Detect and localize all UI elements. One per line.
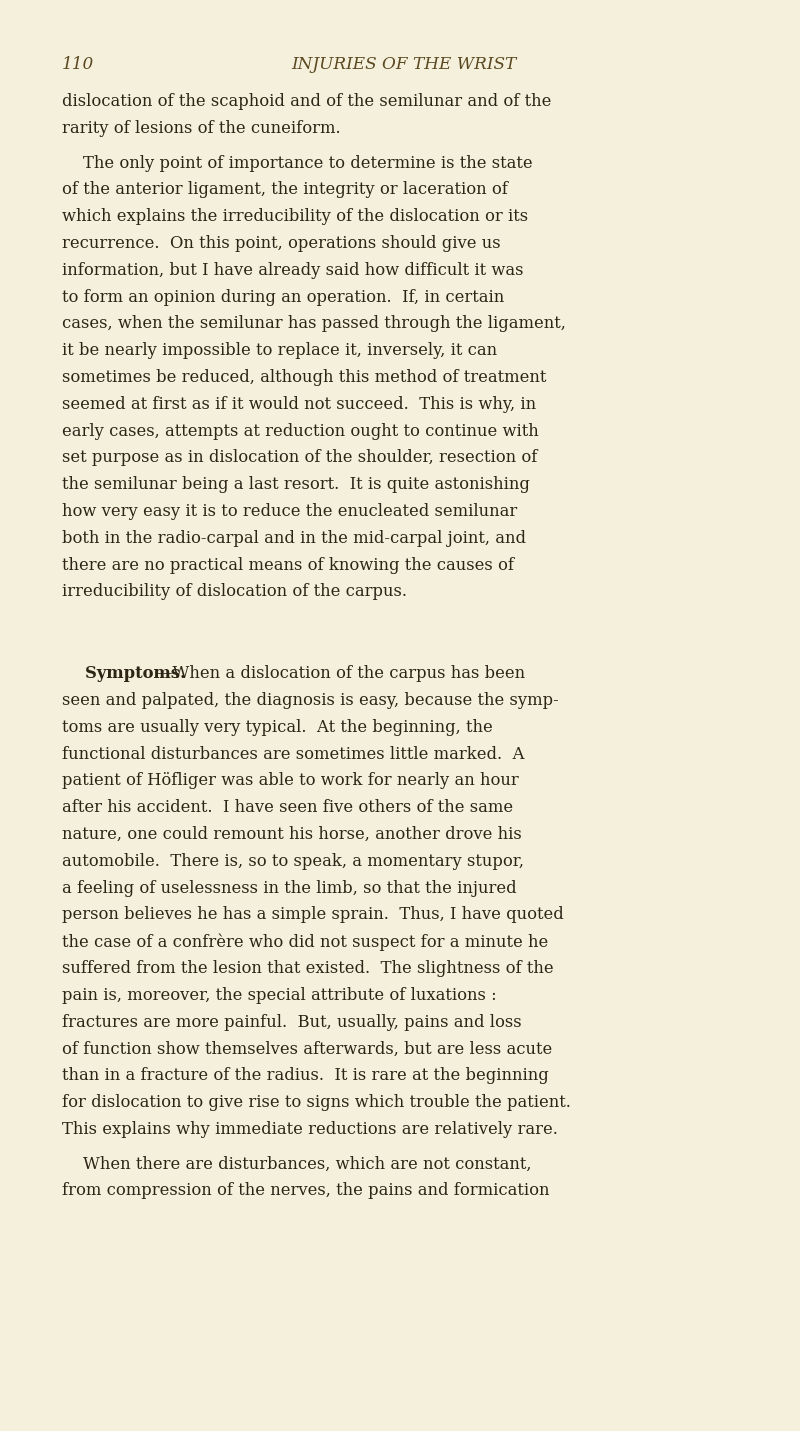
Text: from compression of the nerves, the pains and formication: from compression of the nerves, the pain… <box>62 1182 550 1199</box>
Text: patient of Höfliger was able to work for nearly an hour: patient of Höfliger was able to work for… <box>62 773 518 790</box>
Text: fractures are more painful.  But, usually, pains and loss: fractures are more painful. But, usually… <box>62 1013 522 1030</box>
Text: there are no practical means of knowing the causes of: there are no practical means of knowing … <box>62 557 514 574</box>
Text: early cases, attempts at reduction ought to continue with: early cases, attempts at reduction ought… <box>62 422 538 439</box>
Text: the semilunar being a last resort.  It is quite astonishing: the semilunar being a last resort. It is… <box>62 477 530 494</box>
Text: pain is, moreover, the special attribute of luxations :: pain is, moreover, the special attribute… <box>62 987 497 1003</box>
Text: person believes he has a simple sprain.  Thus, I have quoted: person believes he has a simple sprain. … <box>62 906 564 923</box>
Text: automobile.  There is, so to speak, a momentary stupor,: automobile. There is, so to speak, a mom… <box>62 853 524 870</box>
Text: for dislocation to give rise to signs which trouble the patient.: for dislocation to give rise to signs wh… <box>62 1095 571 1110</box>
Text: dislocation of the scaphoid and of the semilunar and of the: dislocation of the scaphoid and of the s… <box>62 93 551 110</box>
Text: nature, one could remount his horse, another drove his: nature, one could remount his horse, ano… <box>62 826 522 843</box>
Text: a feeling of uselessness in the limb, so that the injured: a feeling of uselessness in the limb, so… <box>62 880 517 897</box>
Text: —When a dislocation of the carpus has been: —When a dislocation of the carpus has be… <box>155 665 525 683</box>
Text: 110: 110 <box>62 56 94 73</box>
Text: set purpose as in dislocation of the shoulder, resection of: set purpose as in dislocation of the sho… <box>62 449 538 467</box>
Text: rarity of lesions of the cuneiform.: rarity of lesions of the cuneiform. <box>62 120 341 137</box>
Text: This explains why immediate reductions are relatively rare.: This explains why immediate reductions a… <box>62 1120 558 1138</box>
Text: functional disturbances are sometimes little marked.  A: functional disturbances are sometimes li… <box>62 746 525 763</box>
Text: after his accident.  I have seen five others of the same: after his accident. I have seen five oth… <box>62 798 513 816</box>
Text: sometimes be reduced, although this method of treatment: sometimes be reduced, although this meth… <box>62 369 546 386</box>
Text: it be nearly impossible to replace it, inversely, it can: it be nearly impossible to replace it, i… <box>62 342 497 359</box>
Text: the case of a confrère who did not suspect for a minute he: the case of a confrère who did not suspe… <box>62 933 548 950</box>
Text: suffered from the lesion that existed.  The slightness of the: suffered from the lesion that existed. T… <box>62 960 554 977</box>
Text: which explains the irreducibility of the dislocation or its: which explains the irreducibility of the… <box>62 207 528 225</box>
Text: of function show themselves afterwards, but are less acute: of function show themselves afterwards, … <box>62 1040 552 1058</box>
Text: information, but I have already said how difficult it was: information, but I have already said how… <box>62 262 523 279</box>
Text: seemed at first as if it would not succeed.  This is why, in: seemed at first as if it would not succe… <box>62 396 536 412</box>
Text: The only point of importance to determine is the state: The only point of importance to determin… <box>62 155 533 172</box>
Text: INJURIES OF THE WRIST: INJURIES OF THE WRIST <box>291 56 516 73</box>
Text: than in a fracture of the radius.  It is rare at the beginning: than in a fracture of the radius. It is … <box>62 1068 549 1085</box>
Text: both in the radio-carpal and in the mid-carpal joint, and: both in the radio-carpal and in the mid-… <box>62 529 526 547</box>
Text: toms are usually very typical.  At the beginning, the: toms are usually very typical. At the be… <box>62 718 493 736</box>
Text: seen and palpated, the diagnosis is easy, because the symp-: seen and palpated, the diagnosis is easy… <box>62 693 558 708</box>
Text: how very easy it is to reduce the enucleated semilunar: how very easy it is to reduce the enucle… <box>62 504 518 519</box>
Text: recurrence.  On this point, operations should give us: recurrence. On this point, operations sh… <box>62 235 501 252</box>
Text: irreducibility of dislocation of the carpus.: irreducibility of dislocation of the car… <box>62 584 407 601</box>
Text: of the anterior ligament, the integrity or laceration of: of the anterior ligament, the integrity … <box>62 182 508 199</box>
Text: to form an opinion during an operation.  If, in certain: to form an opinion during an operation. … <box>62 289 504 306</box>
Text: cases, when the semilunar has passed through the ligament,: cases, when the semilunar has passed thr… <box>62 315 566 332</box>
Text: Symptoms.: Symptoms. <box>62 665 186 683</box>
Text: When there are disturbances, which are not constant,: When there are disturbances, which are n… <box>62 1156 531 1172</box>
